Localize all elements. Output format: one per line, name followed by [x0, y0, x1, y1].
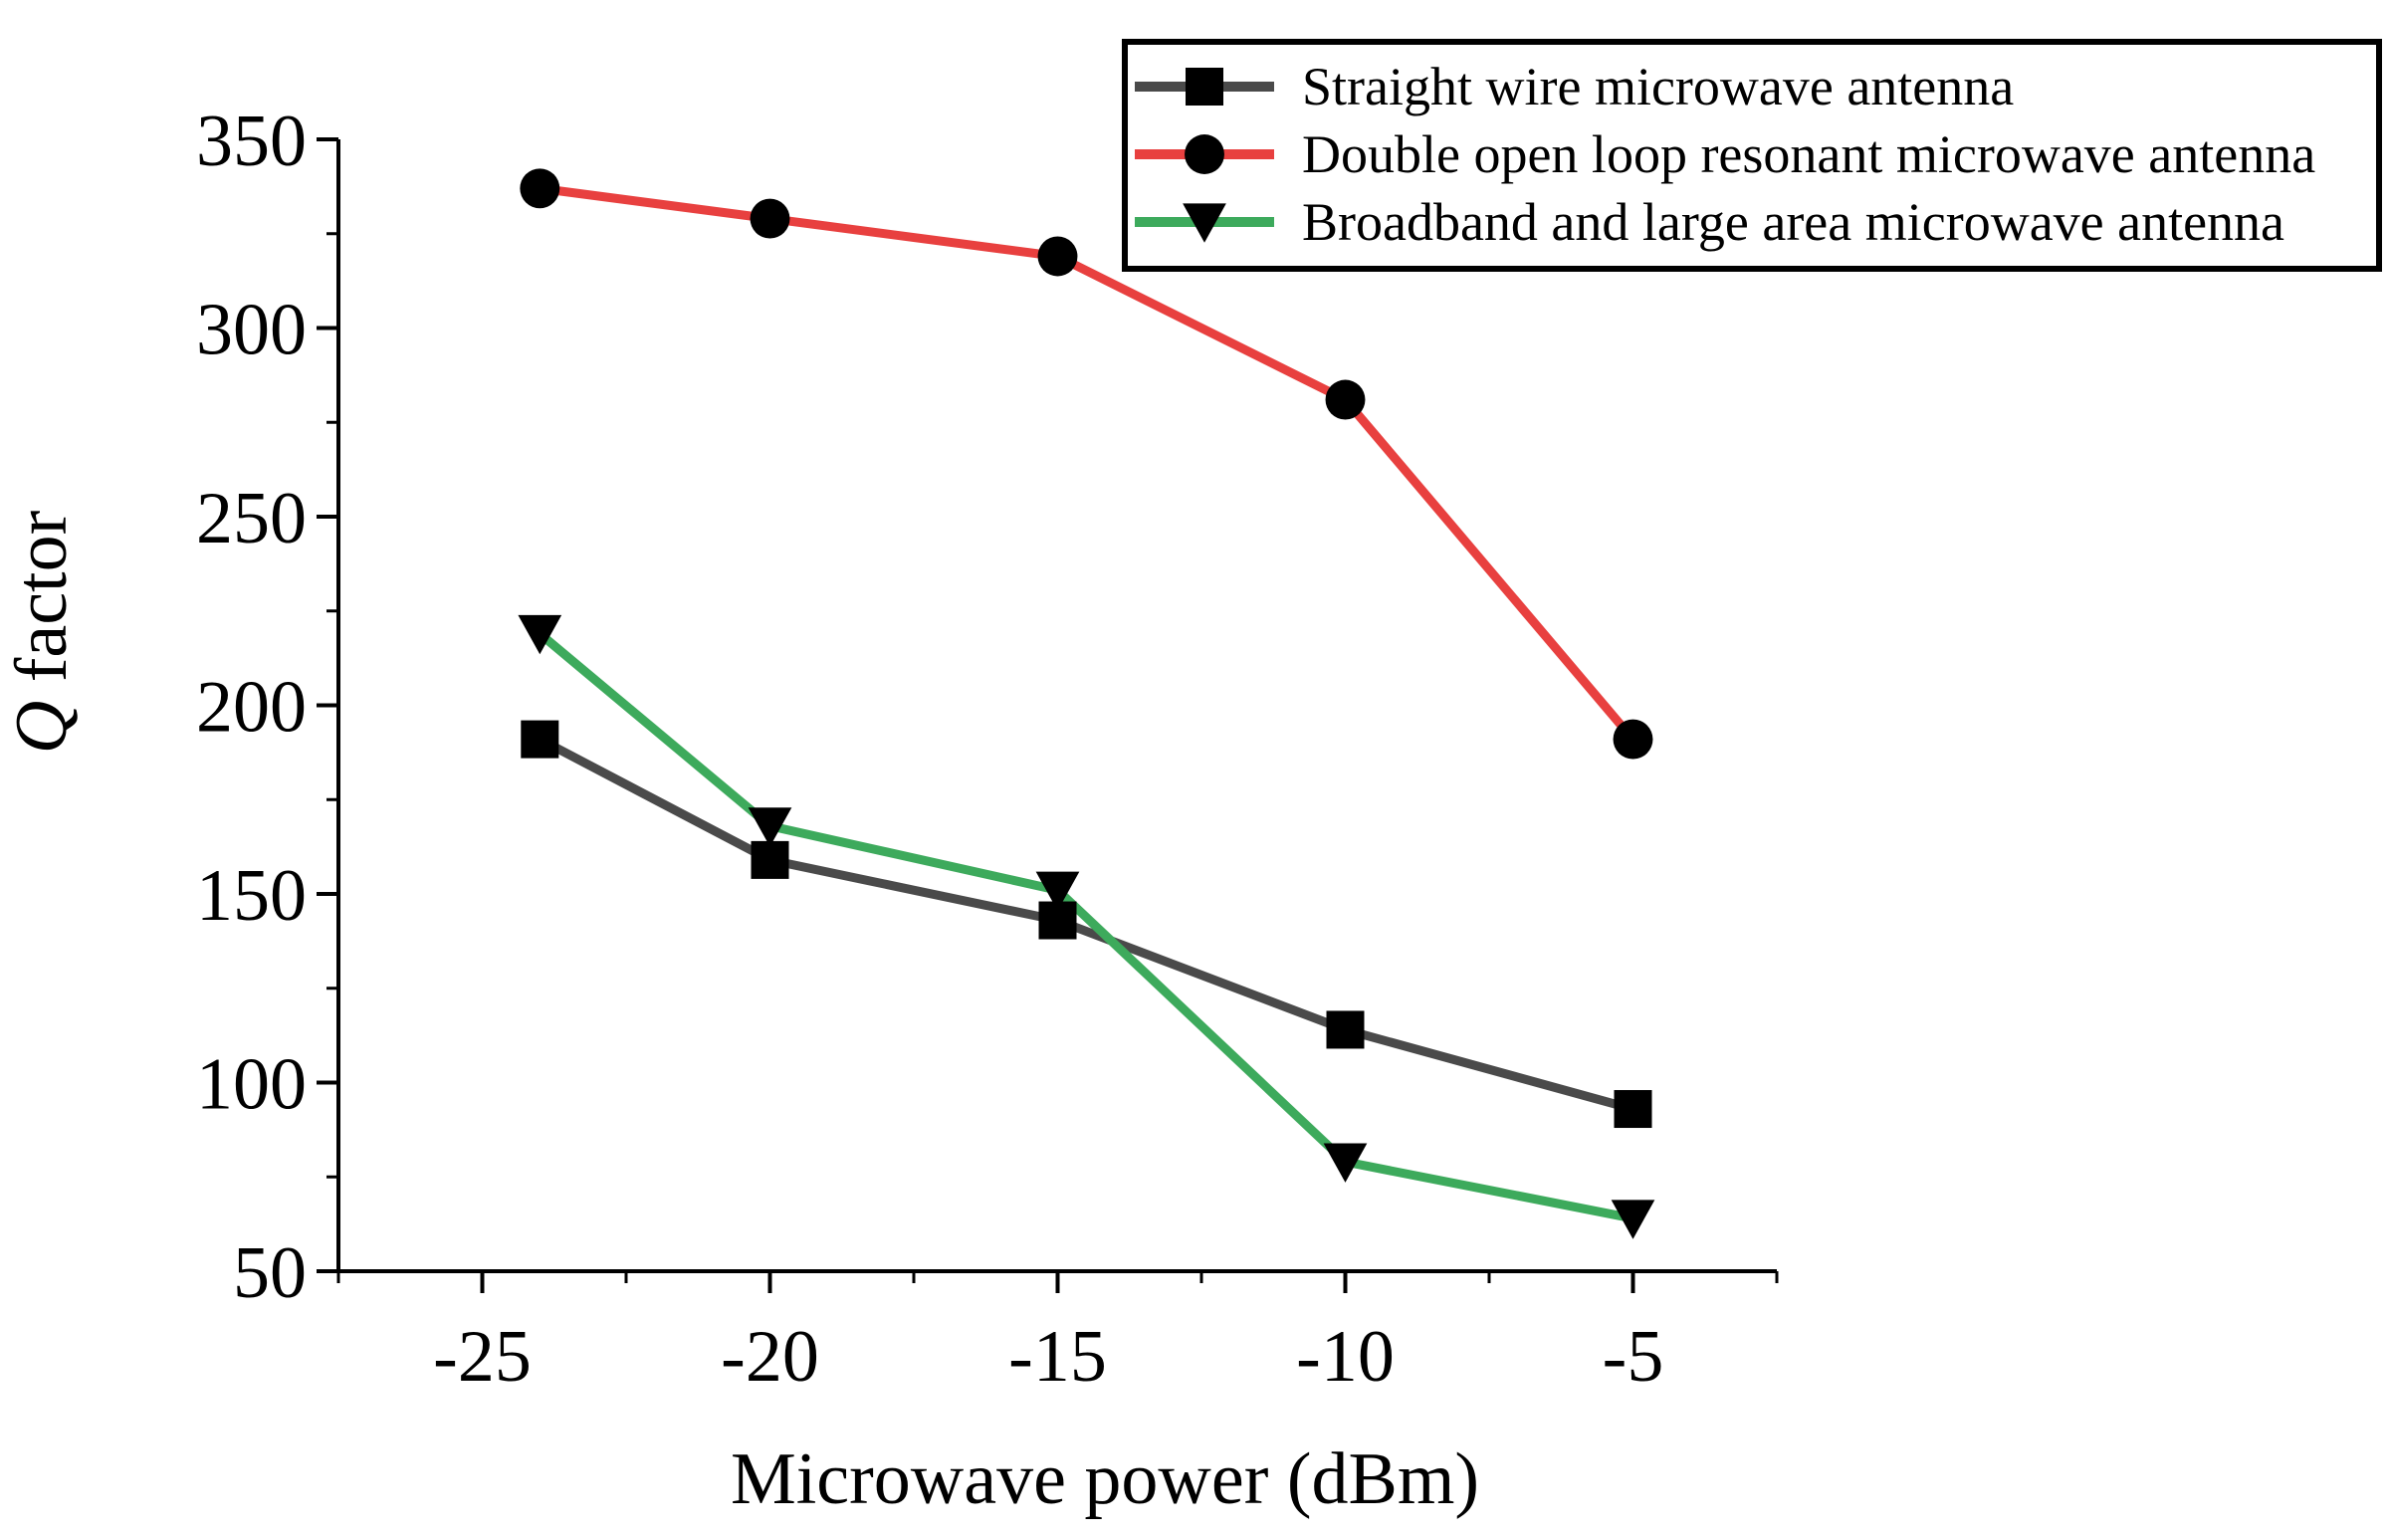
axes: 50 100 150 200 250 300 350 -25 -20 -15 -10 -5 [196, 101, 1779, 1398]
data-point-circle [750, 198, 790, 239]
data-point-triangle-down [748, 807, 792, 847]
legend-marker-square [1186, 68, 1223, 106]
series-line-straight-wire-microwave-antenna [538, 735, 1634, 1114]
data-point-square [751, 840, 789, 879]
series-lines [537, 183, 1636, 1223]
legend: Straight wire microwave antenna Double op… [1122, 39, 2382, 272]
legend-marker-circle [1185, 134, 1224, 174]
legend-label: Double open loop resonant microwave ante… [1302, 124, 2315, 184]
legend-marker-triangle-down [1183, 203, 1226, 243]
y-tick-label: 250 [196, 478, 307, 559]
y-tick-label: 150 [196, 855, 307, 937]
x-tick-label: -5 [1603, 1316, 1664, 1398]
y-axis-label-text: factor [1, 511, 83, 701]
data-point-triangle-down [518, 614, 562, 655]
y-tick-label: 50 [233, 1232, 307, 1314]
data-point-circle [1325, 379, 1366, 420]
y-tick-label: 350 [196, 101, 307, 182]
y-axis-label-symbol: Q [1, 701, 83, 754]
y-axis-label: Q factor [1, 511, 83, 755]
legend-label: Straight wire microwave antenna [1302, 57, 2014, 116]
y-tick-label: 300 [196, 290, 307, 371]
legend-box [1122, 39, 2382, 272]
y-tick-label: 100 [196, 1044, 307, 1126]
data-point-square [521, 720, 559, 759]
series-markers [518, 168, 1655, 1239]
y-tick-label: 200 [196, 667, 307, 749]
data-point-circle [1613, 719, 1653, 760]
x-tick-label: -25 [433, 1316, 532, 1398]
data-point-circle [520, 168, 560, 209]
data-point-triangle-down [1035, 871, 1080, 911]
data-point-square [1326, 1010, 1365, 1049]
x-tick-label: -10 [1296, 1316, 1395, 1398]
data-point-circle [1037, 236, 1078, 277]
x-tick-label: -20 [721, 1316, 819, 1398]
data-point-triangle-down [1323, 1143, 1368, 1183]
data-point-triangle-down [1611, 1200, 1655, 1239]
legend-label: Broadband and large area microwave anten… [1302, 192, 2284, 252]
data-point-square [1614, 1090, 1652, 1129]
x-axis-label: Microwave power (dBm) [731, 1438, 1479, 1520]
x-tick-label: -15 [1008, 1316, 1107, 1398]
series-line-broadband-and-large-area-microwave-antenna [537, 630, 1634, 1223]
